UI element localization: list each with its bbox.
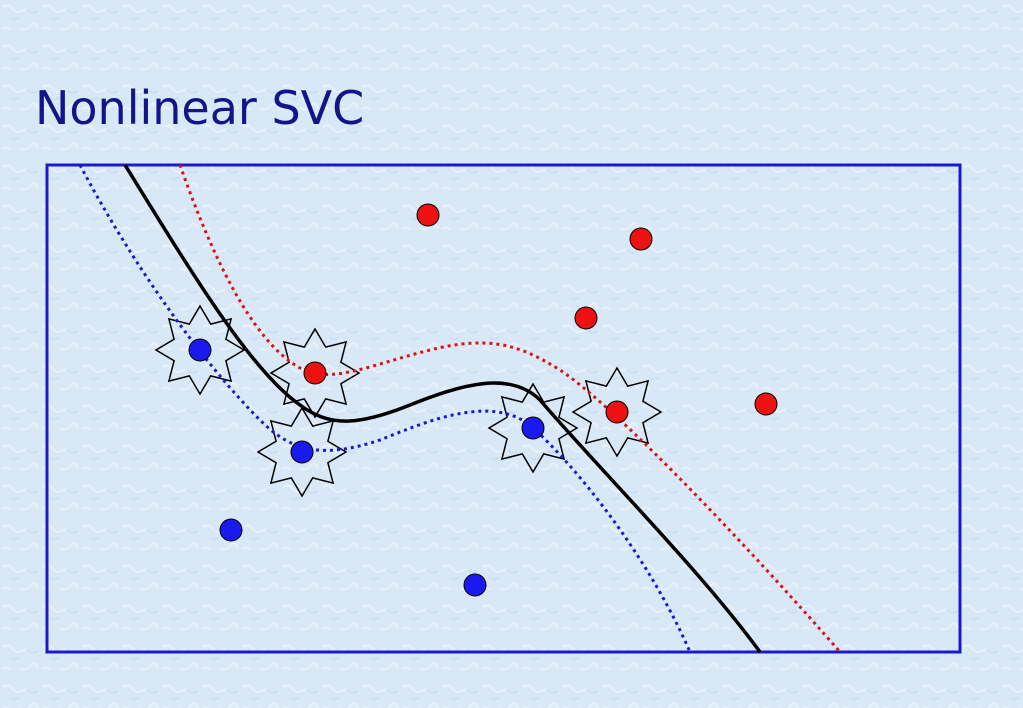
star bbox=[269, 327, 361, 419]
red-point bbox=[574, 306, 598, 330]
red-point bbox=[303, 361, 327, 385]
red-point bbox=[629, 227, 653, 251]
margin-red bbox=[178, 164, 842, 653]
blue-point bbox=[290, 440, 314, 464]
star bbox=[256, 406, 348, 498]
blue-point bbox=[188, 338, 212, 362]
blue-point bbox=[521, 416, 545, 440]
red-point bbox=[605, 400, 629, 424]
star bbox=[154, 304, 246, 396]
blue-point bbox=[219, 518, 243, 542]
decision-boundary bbox=[123, 164, 762, 654]
plot-frame bbox=[45, 163, 962, 654]
red-point bbox=[416, 203, 440, 227]
data-points bbox=[188, 203, 778, 597]
star bbox=[487, 382, 579, 474]
slide-title: Nonlinear SVC bbox=[35, 81, 364, 135]
red-point bbox=[754, 392, 778, 416]
margin-blue bbox=[78, 164, 692, 653]
blue-point bbox=[463, 573, 487, 597]
